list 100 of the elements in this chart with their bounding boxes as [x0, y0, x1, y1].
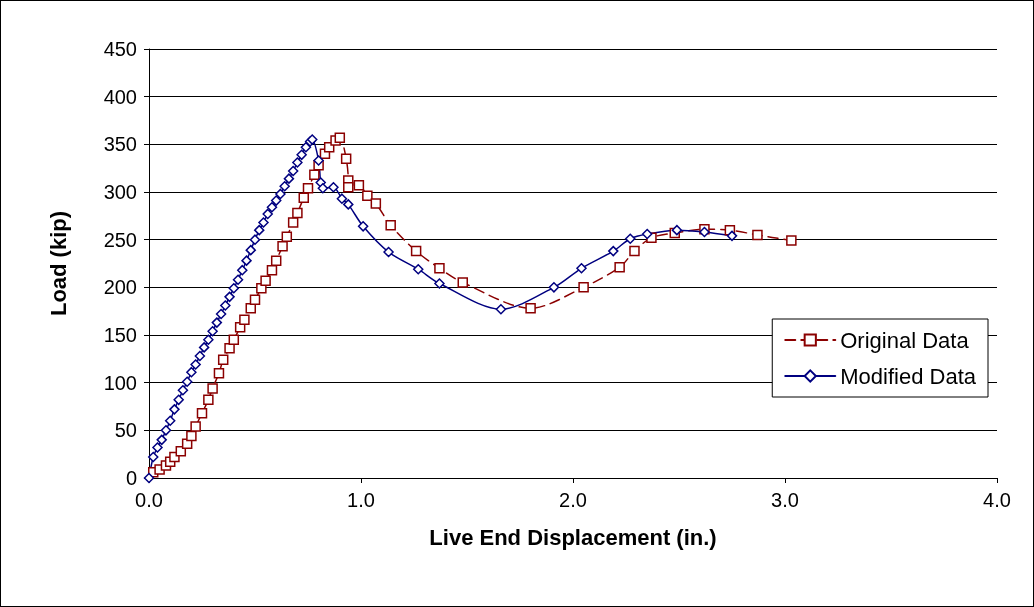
point [224, 291, 235, 303]
point [262, 208, 273, 220]
x-tick-label: 4.0 [983, 489, 1011, 511]
point [578, 282, 589, 293]
point [152, 442, 163, 453]
point [302, 182, 314, 194]
point [270, 195, 282, 206]
y-tick-label: 300 [103, 181, 137, 203]
point [614, 262, 625, 273]
y-axis-title: Load (kip) [45, 210, 71, 317]
point [241, 255, 252, 266]
point [343, 199, 354, 210]
point [410, 245, 422, 257]
point [177, 385, 189, 396]
point [300, 141, 312, 153]
point [213, 367, 225, 379]
point [412, 263, 424, 275]
point [385, 220, 396, 231]
point [275, 188, 286, 200]
point [270, 255, 282, 266]
point [641, 228, 653, 240]
point [357, 221, 369, 232]
point [190, 359, 201, 370]
point [309, 169, 320, 181]
point [160, 425, 172, 436]
point [196, 407, 208, 419]
point [239, 314, 250, 325]
y-tick-label: 250 [103, 228, 137, 251]
point [169, 404, 180, 415]
point [287, 217, 299, 228]
point [181, 376, 193, 387]
point [198, 342, 210, 353]
point [292, 207, 303, 219]
point [173, 394, 184, 406]
point [336, 193, 348, 204]
point [232, 274, 244, 285]
point [313, 155, 324, 166]
point [608, 245, 619, 257]
point [292, 157, 303, 168]
point [190, 421, 201, 432]
point [249, 234, 261, 245]
point [629, 245, 640, 257]
point [279, 181, 290, 192]
point [215, 308, 227, 320]
point [277, 241, 288, 252]
point [249, 294, 261, 305]
legend-label: Modified Data [840, 363, 977, 389]
point [281, 231, 293, 243]
point [211, 317, 223, 328]
point [217, 354, 229, 366]
point [175, 446, 187, 457]
point [370, 198, 382, 209]
point [207, 325, 218, 337]
point [548, 282, 560, 293]
point [283, 173, 295, 184]
point [317, 182, 329, 194]
point [383, 246, 394, 258]
point [624, 233, 636, 244]
y-tick-label: 50 [114, 419, 137, 442]
point [203, 334, 214, 346]
x-tick-label: 2.0 [559, 489, 587, 511]
point [334, 132, 346, 143]
y-tick-label: 150 [103, 324, 137, 346]
y-tick-label: 400 [103, 85, 137, 108]
point [207, 383, 218, 394]
point [328, 181, 339, 193]
x-axis-title: Live End Displacement (in.) [429, 524, 717, 550]
x-tick-label: 0.0 [135, 489, 163, 511]
point [495, 304, 507, 315]
point [266, 202, 278, 213]
point [228, 334, 240, 346]
point [245, 244, 257, 256]
point [726, 230, 738, 242]
point [434, 263, 445, 274]
y-tick-label: 450 [103, 38, 137, 60]
point [186, 366, 197, 378]
point [194, 350, 206, 362]
point [237, 264, 248, 276]
point [258, 217, 269, 228]
point [340, 153, 352, 164]
point [164, 415, 176, 427]
y-tick-label: 200 [103, 276, 137, 299]
x-tick-label: 3.0 [771, 489, 799, 511]
point [343, 181, 354, 193]
point [260, 275, 271, 286]
point [457, 277, 469, 288]
x-tick-label: 1.0 [347, 489, 375, 511]
point [156, 434, 167, 446]
point [786, 235, 797, 246]
point [296, 149, 307, 161]
point [220, 300, 231, 311]
point [525, 303, 536, 314]
y-tick-label: 350 [103, 133, 137, 156]
point [362, 190, 373, 202]
y-tick-label: 100 [103, 371, 137, 394]
y-tick-label: 0 [125, 467, 137, 489]
point [203, 394, 214, 406]
point [143, 472, 155, 484]
point [434, 278, 445, 289]
point [186, 430, 197, 442]
